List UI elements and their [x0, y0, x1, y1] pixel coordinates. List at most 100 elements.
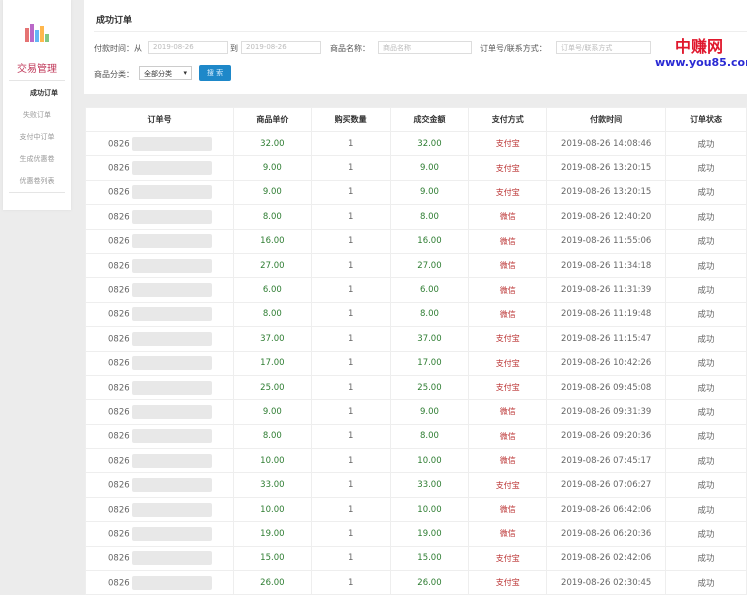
date-from-input[interactable]: 2019-08-26: [148, 41, 228, 54]
table-cell: 0826: [85, 496, 234, 523]
cell-text: 0826: [108, 529, 130, 540]
cell-text: 2019-08-26 11:19:48: [561, 309, 652, 320]
redacted-order-number: [131, 185, 212, 200]
sidebar-item-failed-orders[interactable]: 失败订单: [23, 111, 51, 119]
table-cell: 8.00: [389, 204, 470, 230]
order-contact-input[interactable]: 订单号/联系方式: [556, 41, 651, 54]
page-title: 成功订单: [96, 16, 133, 26]
cell-text: 10.00: [260, 504, 285, 515]
table-cell: 微信: [468, 399, 548, 425]
table-cell: 2019-08-26 11:31:39: [546, 277, 667, 303]
table-cell: 2019-08-26 14:08:46: [546, 130, 667, 157]
redacted-order-number: [131, 136, 212, 151]
cell-text: 微信: [499, 407, 516, 417]
sidebar-item-coupon-list[interactable]: 优惠卷列表: [19, 177, 55, 185]
cell-text: 2019-08-26 10:42:26: [561, 358, 652, 369]
table-cell: 0826: [85, 521, 234, 547]
cell-text: 2019-08-26 09:31:39: [561, 406, 652, 417]
sidebar-item-paying-orders[interactable]: 支付中订单: [19, 133, 55, 141]
cell-text: 微信: [499, 529, 516, 539]
table-cell: 6.00: [232, 277, 312, 303]
cell-text: 0826: [108, 358, 130, 369]
cell-text: 16.00: [260, 236, 285, 247]
cell-text: 成功: [697, 286, 715, 297]
cell-text: 26.00: [260, 577, 285, 588]
table-cell: 成功: [665, 252, 747, 279]
redacted-order-number: [131, 502, 212, 517]
redacted-order-number: [131, 380, 212, 395]
cell-text: 10.00: [417, 504, 442, 515]
cell-text: 8.00: [262, 309, 282, 320]
table-row: 0826 27.00 1 27.00 微信 2019-08-26 11:34:18 成功: [85, 252, 747, 279]
cell-text: 成功: [697, 164, 715, 175]
cell-text: 2019-08-26 11:15:47: [561, 333, 652, 344]
table-cell: 0826: [85, 155, 234, 181]
table-cell: 成功: [665, 374, 747, 401]
table-cell: 微信: [468, 252, 548, 279]
table-cell: 支付宝: [468, 570, 548, 595]
order-contact-label: 订单号/联系方式：: [480, 44, 547, 53]
column-header: 购买数量: [310, 107, 391, 132]
cell-text: 1: [347, 577, 354, 588]
table-cell: 2019-08-26 11:55:06: [546, 228, 667, 254]
table-cell: 19.00: [389, 521, 470, 547]
cell-text: 1: [347, 211, 354, 222]
table-row: 0826 8.00 1 8.00 微信 2019-08-26 12:40:20 成功: [85, 204, 747, 230]
table-cell: 支付宝: [468, 130, 548, 157]
table-cell: 2019-08-26 02:42:06: [546, 545, 667, 572]
table-row: 0826 15.00 1 15.00 支付宝 2019-08-26 02:42:06 成功: [85, 545, 747, 572]
cell-text: 0826: [108, 553, 130, 564]
table-cell: 2019-08-26 09:45:08: [546, 374, 667, 401]
table-cell: 微信: [468, 204, 548, 230]
sidebar-item-success-orders[interactable]: 成功订单: [30, 89, 58, 97]
table-cell: 9.00: [232, 179, 312, 206]
table-cell: 0826: [85, 399, 234, 425]
table-cell: 8.00: [232, 423, 312, 450]
sidebar-item-generate-coupon[interactable]: 生成优惠卷: [19, 155, 55, 163]
date-to-input[interactable]: 2019-08-26: [241, 41, 321, 54]
cell-text: 成功: [697, 237, 715, 248]
cell-text: 17.00: [260, 358, 285, 369]
table-row: 0826 37.00 1 37.00 支付宝 2019-08-26 11:15:47 成功: [85, 326, 747, 352]
table-cell: 成功: [665, 570, 747, 595]
table-cell: 2019-08-26 11:34:18: [546, 252, 667, 279]
sidebar-brand: 交易管理: [17, 64, 57, 75]
table-row: 0826 32.00 1 32.00 支付宝 2019-08-26 14:08:46 成功: [85, 130, 747, 157]
redacted-order-number: [131, 478, 212, 493]
watermark: 中赚网 www.you85.com: [655, 38, 747, 70]
table-cell: 0826: [85, 228, 234, 254]
cell-text: 成功: [697, 139, 715, 150]
table-cell: 1: [310, 155, 391, 181]
table-cell: 1: [310, 350, 391, 376]
cell-text: 1: [347, 455, 354, 466]
table-cell: 1: [310, 228, 391, 254]
table-cell: 32.00: [389, 130, 470, 157]
table-cell: 2019-08-26 13:20:15: [546, 155, 667, 181]
table-row: 0826 16.00 1 16.00 微信 2019-08-26 11:55:06 成功: [85, 228, 747, 254]
table-cell: 2019-08-26 12:40:20: [546, 204, 667, 230]
table-cell: 9.00: [232, 399, 312, 425]
category-select[interactable]: 全部分类 ▾: [139, 66, 192, 80]
cell-text: 支付宝: [495, 578, 520, 588]
table-cell: 27.00: [389, 252, 470, 279]
table-cell: 成功: [665, 301, 747, 328]
table-cell: 微信: [468, 301, 548, 328]
product-name-input[interactable]: 商品名称: [378, 41, 472, 54]
cell-text: 微信: [499, 212, 516, 222]
table-row: 0826 8.00 1 8.00 微信 2019-08-26 11:19:48 成功: [85, 301, 747, 328]
table-cell: 2019-08-26 09:31:39: [546, 399, 667, 425]
search-button[interactable]: 搜 索: [199, 65, 231, 81]
table-cell: 成功: [665, 545, 747, 572]
cell-text: 1: [347, 358, 354, 369]
table-cell: 16.00: [389, 228, 470, 254]
table-cell: 2019-08-26 09:20:36: [546, 423, 667, 450]
cell-text: 1: [347, 528, 354, 539]
cell-text: 10.00: [260, 455, 285, 466]
table-cell: 0826: [85, 277, 234, 303]
cell-text: 15.00: [260, 553, 285, 564]
cell-text: 0826: [108, 456, 130, 467]
cell-text: 2019-08-26 12:40:20: [561, 211, 652, 222]
table-row: 0826 6.00 1 6.00 微信 2019-08-26 11:31:39 成功: [85, 277, 747, 303]
cell-text: 1: [347, 285, 354, 296]
table-cell: 33.00: [232, 472, 312, 498]
